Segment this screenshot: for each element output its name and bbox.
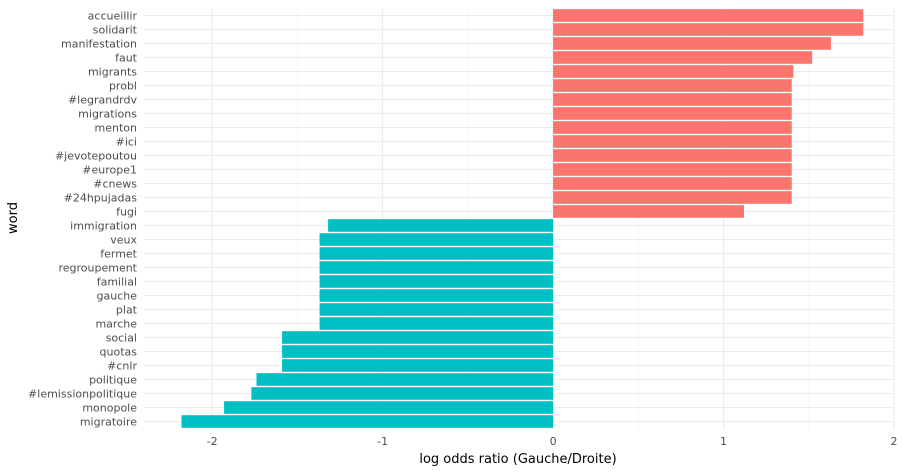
bar-fermet	[319, 247, 554, 260]
y-tick-label: fugi	[116, 206, 137, 219]
bar-plat	[319, 303, 554, 316]
y-tick-label: manifestation	[61, 38, 137, 51]
y-tick-label: #ici	[116, 136, 137, 149]
bar-monopole	[224, 401, 554, 414]
y-tick-label: menton	[95, 122, 137, 135]
y-tick-label: migratoire	[80, 416, 137, 429]
y-tick-label: solidarit	[93, 24, 138, 37]
bar-#cnews	[553, 177, 792, 190]
y-tick-label: #cnews	[93, 178, 137, 191]
y-tick-label: #cnlr	[107, 360, 137, 373]
bar-probl	[553, 79, 792, 92]
bar-#europe1	[553, 163, 792, 176]
y-tick-label: immigration	[70, 220, 137, 233]
bar-#24hpujadas	[553, 191, 792, 204]
y-tick-label: #24hpujadas	[64, 192, 138, 205]
bar-manifestation	[553, 37, 831, 50]
y-tick-label: marche	[95, 318, 137, 331]
y-tick-label: accueillir	[88, 10, 138, 23]
bar-social	[282, 331, 554, 344]
y-tick-label: social	[106, 332, 137, 345]
bar-#cnlr	[282, 359, 554, 372]
y-tick-label: quotas	[100, 346, 138, 359]
bar-#ici	[553, 135, 792, 148]
bar-migrants	[553, 65, 794, 78]
y-axis-title: word	[6, 202, 21, 234]
y-tick-label: #legrandrdv	[68, 94, 138, 107]
y-tick-label: faut	[115, 52, 138, 65]
bar-regroupement	[319, 261, 554, 274]
y-tick-labels: accueillirsolidaritmanifestationfautmigr…	[28, 10, 138, 429]
y-tick-label: #europe1	[82, 164, 137, 177]
x-tick-labels: -2 -1 0 1 2	[207, 435, 898, 448]
y-tick-label: migrations	[78, 108, 137, 121]
x-tick-label: -1	[377, 435, 388, 448]
bar-familial	[319, 275, 554, 288]
bar-immigration	[328, 219, 554, 232]
y-tick-label: probl	[109, 80, 137, 93]
y-tick-label: politique	[89, 374, 137, 387]
bar-menton	[553, 121, 792, 134]
y-tick-label: gauche	[97, 290, 138, 303]
x-tick-label: 1	[720, 435, 727, 448]
bar-faut	[553, 51, 813, 64]
y-tick-label: migrants	[88, 66, 137, 79]
bar-politique	[256, 373, 554, 386]
bar-solidarit	[553, 23, 864, 36]
y-tick-label: #jevotepoutou	[55, 150, 137, 163]
bar-migratoire	[181, 415, 554, 428]
x-tick-label: 0	[550, 435, 557, 448]
bar-migrations	[553, 107, 792, 120]
bar-accueillir	[553, 9, 864, 22]
y-tick-label: veux	[110, 234, 137, 247]
y-tick-label: regroupement	[58, 262, 137, 275]
bar-#jevotepoutou	[553, 149, 792, 162]
x-tick-label: -2	[207, 435, 218, 448]
y-tick-label: monopole	[82, 402, 137, 415]
bar-gauche	[319, 289, 554, 302]
x-tick-label: 2	[891, 435, 898, 448]
bar-#lemissionpolitique	[251, 387, 554, 400]
bars	[181, 9, 864, 428]
bar-fugi	[553, 205, 744, 218]
bar-quotas	[282, 345, 554, 358]
bar-#legrandrdv	[553, 93, 792, 106]
y-tick-label: familial	[97, 276, 137, 289]
bar-marche	[319, 317, 554, 330]
y-tick-label: plat	[116, 304, 138, 317]
y-tick-label: #lemissionpolitique	[28, 388, 137, 401]
bar-veux	[319, 233, 554, 246]
x-axis-title: log odds ratio (Gauche/Droite)	[419, 452, 616, 467]
y-tick-label: fermet	[100, 248, 137, 261]
